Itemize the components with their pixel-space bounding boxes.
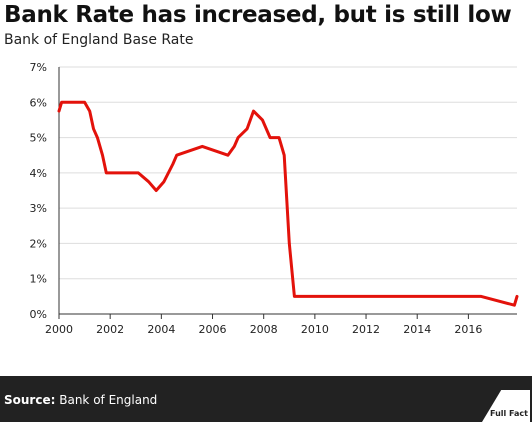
x-tick-label: 2016 bbox=[454, 323, 482, 336]
footer-bar: Source: Bank of England Full Fact bbox=[0, 376, 532, 422]
source-note: Source: Bank of England bbox=[4, 392, 157, 408]
source-text: Bank of England bbox=[59, 393, 158, 407]
full-fact-logo: Full Fact bbox=[480, 388, 530, 422]
x-tick-label: 2008 bbox=[250, 323, 278, 336]
axes bbox=[58, 67, 517, 319]
y-tick-label: 7% bbox=[30, 61, 47, 74]
chart-title: Bank Rate has increased, but is still lo… bbox=[4, 2, 512, 28]
x-tick-labels: 2000 2002 2004 2006 2008 2010 2012 2014 2016 bbox=[45, 323, 482, 336]
x-tick-label: 2004 bbox=[147, 323, 175, 336]
series-line-bank-rate bbox=[57, 100, 519, 307]
line-chart: 0% 1% 2% 3% 4% 5% 6% 7% 2000 2002 2004 2006 2008 201… bbox=[30, 61, 519, 336]
x-tick-label: 2010 bbox=[301, 323, 329, 336]
series bbox=[57, 100, 519, 307]
y-tick-label: 5% bbox=[30, 132, 47, 145]
y-tick-labels: 0% 1% 2% 3% 4% 5% 6% 7% bbox=[30, 61, 47, 321]
y-tick-label: 3% bbox=[30, 202, 47, 215]
y-tick-label: 1% bbox=[30, 273, 47, 286]
source-label: Source: bbox=[4, 393, 56, 407]
x-tick-label: 2000 bbox=[45, 323, 73, 336]
y-tick-label: 0% bbox=[30, 308, 47, 321]
x-tick-label: 2006 bbox=[199, 323, 227, 336]
x-tick-label: 2014 bbox=[403, 323, 431, 336]
y-tick-label: 6% bbox=[30, 96, 47, 109]
y-tick-label: 4% bbox=[30, 167, 47, 180]
logo-text: Full Fact bbox=[490, 409, 528, 418]
x-tick-label: 2012 bbox=[352, 323, 380, 336]
x-tick-label: 2002 bbox=[96, 323, 124, 336]
chart-subtitle: Bank of England Base Rate bbox=[4, 32, 194, 48]
y-tick-label: 2% bbox=[30, 237, 47, 250]
